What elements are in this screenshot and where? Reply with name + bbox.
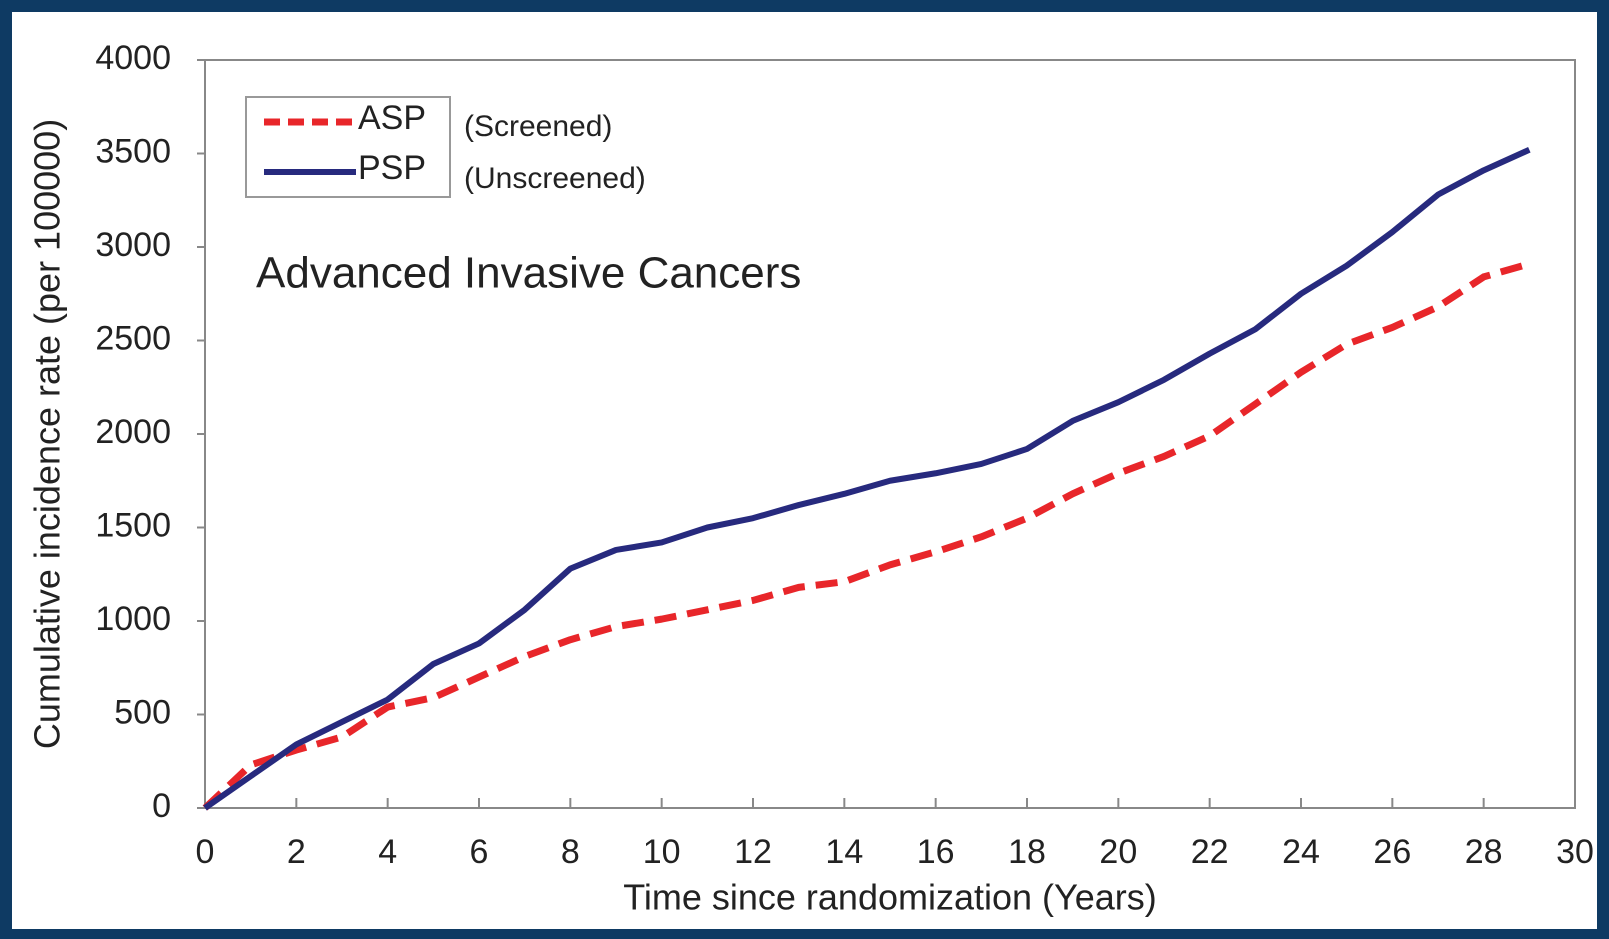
y-tick-label: 3000 [95,226,171,264]
annotation: (Screened) [464,110,612,143]
annotation: (Unscreened) [464,162,646,195]
x-tick-label: 10 [643,833,681,871]
x-tick-label: 20 [1099,833,1137,871]
line [202,260,1531,811]
y-tick-label: 500 [114,693,171,731]
annotation: Advanced Invasive Cancers [256,249,801,298]
x-tick-label: 6 [470,833,489,871]
y-tick-label: 4000 [95,39,171,77]
x-tick-label: 24 [1282,833,1320,871]
y-tick-label: 2500 [95,319,171,357]
x-tick-label: 30 [1556,833,1594,871]
x-tick-label: 28 [1465,833,1503,871]
y-tick-label: 1500 [95,506,171,544]
x-tick-label: 0 [196,833,215,871]
legend-label: PSP [358,149,426,187]
y-tick-label: 0 [152,787,171,825]
x-tick-label: 8 [561,833,580,871]
x-tick-label: 18 [1008,833,1046,871]
x-tick-label: 4 [378,833,397,871]
legend-label: ASP [358,99,426,137]
line [203,147,1531,811]
y-tick-label: 3500 [95,132,171,170]
x-axis-label: Time since randomization (Years) [623,877,1157,918]
x-tick-label: 22 [1191,833,1229,871]
y-axis-label: Cumulative incidence rate (per 100000) [27,119,68,749]
y-tick-label: 2000 [95,413,171,451]
y-tick-label: 1000 [95,600,171,638]
x-tick-label: 16 [917,833,955,871]
x-tick-label: 26 [1373,833,1411,871]
legend-box [245,96,451,198]
x-tick-label: 14 [825,833,863,871]
x-tick-label: 12 [734,833,772,871]
x-tick-label: 2 [287,833,306,871]
